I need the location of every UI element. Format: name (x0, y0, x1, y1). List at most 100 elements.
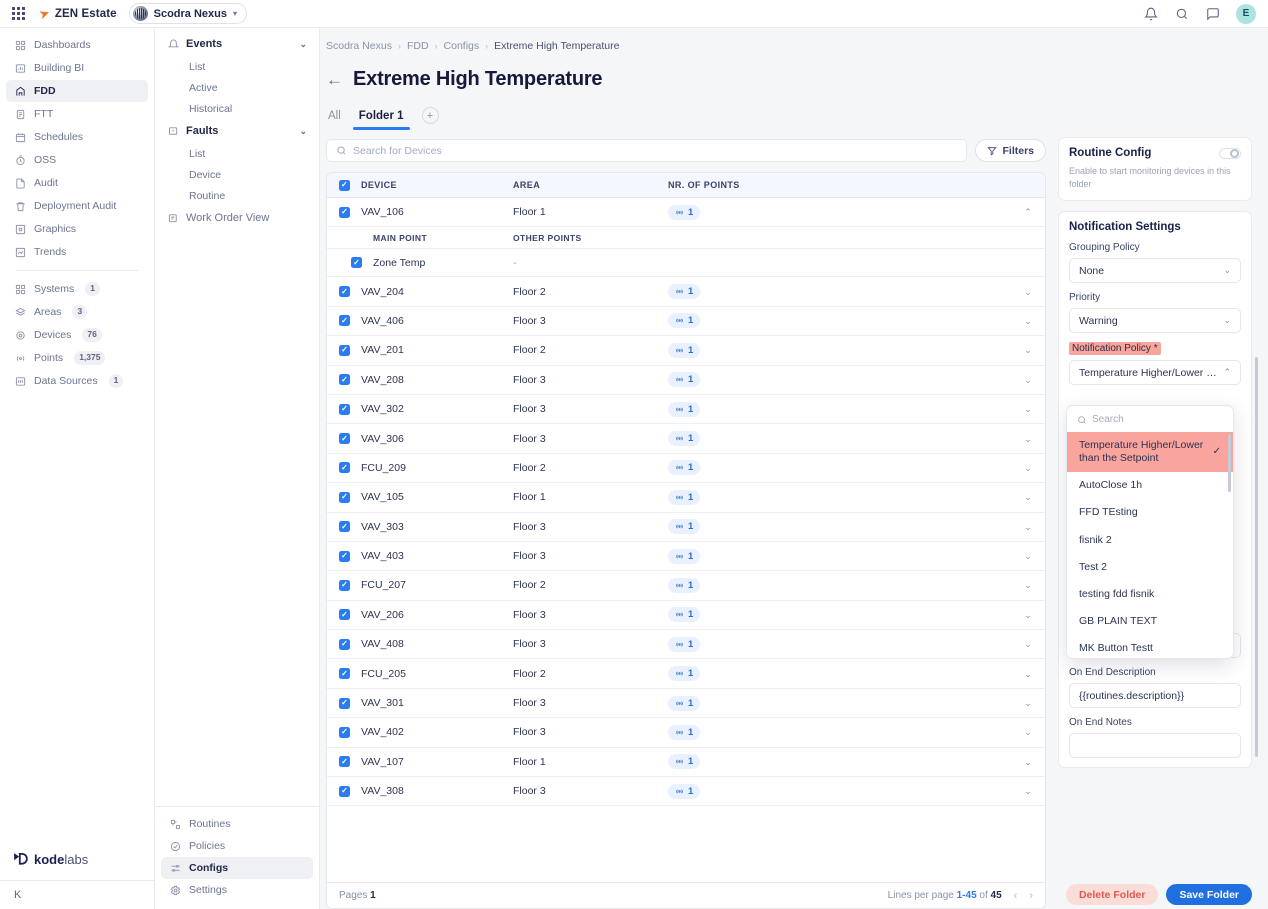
row-expand-button[interactable]: ⌄ (1011, 785, 1045, 797)
dropdown-option[interactable]: MK Button Testt (1067, 635, 1233, 654)
column-header-points[interactable]: NR. OF POINTS (668, 180, 740, 190)
subnav-group-events[interactable]: Events ⌄ (155, 32, 319, 56)
row-expand-button[interactable]: ⌄ (1011, 756, 1045, 768)
notification-policy-select[interactable]: Temperature Higher/Lower th... ⌃ (1069, 360, 1241, 386)
sidebar-item-deployment-audit[interactable]: Deployment Audit (6, 195, 148, 217)
back-arrow-icon[interactable]: ← (326, 70, 343, 89)
search-icon[interactable] (1174, 6, 1189, 21)
row-collapse-button[interactable]: ⌃ (1011, 206, 1045, 218)
sidebar-item-ftt[interactable]: FTT (6, 103, 148, 125)
table-row[interactable]: VAV_105 Floor 1 1 ⌄ (327, 483, 1045, 513)
row-checkbox[interactable] (339, 315, 350, 327)
on-end-notes-input[interactable] (1069, 733, 1241, 759)
table-row[interactable]: VAV_106 Floor 1 1 ⌃ (327, 198, 1045, 228)
row-checkbox[interactable] (339, 638, 350, 650)
add-folder-button[interactable]: + (421, 107, 439, 124)
subnav-item-policies[interactable]: Policies (161, 835, 313, 857)
row-expand-button[interactable]: ⌄ (1011, 462, 1045, 474)
table-row[interactable]: VAV_402 Floor 3 1 ⌄ (327, 718, 1045, 748)
subnav-item-events-active[interactable]: Active (189, 81, 218, 94)
subnav-item-settings[interactable]: Settings (161, 879, 313, 901)
row-checkbox[interactable] (339, 726, 350, 738)
prev-page-button[interactable]: ‹ (1013, 889, 1018, 902)
table-row[interactable]: FCU_205 Floor 2 1 ⌄ (327, 659, 1045, 689)
row-checkbox[interactable] (339, 403, 350, 415)
search-input-wrapper[interactable] (326, 139, 968, 162)
dropdown-option[interactable]: AutoClose 1h (1067, 472, 1233, 499)
bell-icon[interactable] (1143, 6, 1158, 21)
sidebar-item-points[interactable]: Points 1,375 (6, 347, 148, 369)
row-checkbox[interactable] (339, 344, 350, 356)
table-body[interactable]: VAV_106 Floor 1 1 ⌃ (327, 198, 1045, 882)
sidebar-item-data-sources[interactable]: Data Sources 1 (6, 370, 148, 392)
row-expand-button[interactable]: ⌄ (1011, 286, 1045, 298)
subnav-item-faults-list[interactable]: List (189, 147, 206, 160)
row-checkbox[interactable] (339, 433, 350, 445)
dropdown-option[interactable]: testing fdd fisnik (1067, 581, 1233, 608)
sidebar-item-fdd[interactable]: FDD (6, 80, 148, 102)
dropdown-option[interactable]: Test 2 (1067, 554, 1233, 581)
row-expand-button[interactable]: ⌄ (1011, 315, 1045, 327)
row-expand-button[interactable]: ⌄ (1011, 609, 1045, 621)
row-expand-button[interactable]: ⌄ (1011, 726, 1045, 738)
filters-button[interactable]: Filters (975, 139, 1046, 162)
column-header-device[interactable]: DEVICE (361, 180, 397, 190)
row-expand-button[interactable]: ⌄ (1011, 521, 1045, 533)
sidebar-item-trends[interactable]: Trends (6, 241, 148, 263)
row-expand-button[interactable]: ⌄ (1011, 579, 1045, 591)
sidebar-item-oss[interactable]: OSS (6, 149, 148, 171)
table-row[interactable]: VAV_206 Floor 3 1 ⌄ (327, 601, 1045, 631)
row-checkbox[interactable] (339, 550, 350, 562)
row-expand-button[interactable]: ⌄ (1011, 403, 1045, 415)
dropdown-option[interactable]: Temperature Higher/Lower than the Setpoi… (1067, 432, 1233, 473)
avatar[interactable]: E (1236, 3, 1256, 24)
notification-policy-dropdown[interactable]: Search Temperature Higher/Lower than the… (1066, 405, 1234, 659)
column-header-area[interactable]: AREA (513, 180, 541, 190)
sub-table-row[interactable]: Zone Temp - (327, 249, 1045, 278)
row-expand-button[interactable]: ⌄ (1011, 344, 1045, 356)
sidebar-item-areas[interactable]: Areas 3 (6, 301, 148, 323)
row-checkbox[interactable] (339, 462, 350, 474)
dropdown-option[interactable]: GB PLAIN TEXT (1067, 608, 1233, 635)
sidebar-item-systems[interactable]: Systems 1 (6, 278, 148, 300)
subnav-group-faults[interactable]: Faults ⌄ (155, 119, 319, 143)
dropdown-search[interactable]: Search (1067, 412, 1233, 432)
row-checkbox[interactable] (339, 491, 350, 503)
config-panel-scrollbar[interactable] (1255, 357, 1258, 757)
priority-select[interactable]: Warning ⌄ (1069, 308, 1241, 334)
table-row[interactable]: VAV_201 Floor 2 1 ⌄ (327, 336, 1045, 366)
tab-all[interactable]: All (328, 109, 341, 122)
config-panel-scroll[interactable]: Routine Config Enable to start monitorin… (1058, 137, 1258, 876)
subnav-item-work-order-view[interactable]: Work Order View (155, 206, 319, 230)
row-expand-button[interactable]: ⌄ (1011, 433, 1045, 445)
grouping-policy-select[interactable]: None ⌄ (1069, 258, 1241, 284)
table-row[interactable]: FCU_209 Floor 2 1 ⌄ (327, 454, 1045, 484)
row-expand-button[interactable]: ⌄ (1011, 374, 1045, 386)
delete-folder-button[interactable]: Delete Folder (1065, 884, 1159, 905)
row-checkbox[interactable] (339, 609, 350, 621)
row-expand-button[interactable]: ⌄ (1011, 638, 1045, 650)
select-all-checkbox[interactable] (339, 179, 350, 191)
routine-config-toggle[interactable] (1219, 147, 1241, 159)
save-folder-button[interactable]: Save Folder (1166, 884, 1252, 905)
sidebar-item-schedules[interactable]: Schedules (6, 126, 148, 148)
tab-folder-1[interactable]: Folder 1 (352, 110, 410, 130)
breadcrumb-item-2[interactable]: Configs (443, 40, 480, 52)
row-checkbox[interactable] (339, 206, 350, 218)
sidebar-item-dashboards[interactable]: Dashboards (6, 34, 148, 56)
row-checkbox[interactable] (339, 579, 350, 591)
row-expand-button[interactable]: ⌄ (1011, 550, 1045, 562)
subnav-item-faults-routine[interactable]: Routine (189, 189, 226, 202)
table-row[interactable]: VAV_403 Floor 3 1 ⌄ (327, 542, 1045, 572)
subnav-item-routines[interactable]: Routines (161, 813, 313, 835)
sidebar-item-graphics[interactable]: Graphics (6, 218, 148, 240)
search-input[interactable] (353, 144, 958, 157)
row-checkbox[interactable] (339, 697, 350, 709)
tenant-selector[interactable]: Scodra Nexus ▾ (128, 3, 248, 24)
breadcrumb-item-0[interactable]: Scodra Nexus (326, 40, 392, 52)
dropdown-option[interactable]: FFD TEsting (1067, 499, 1233, 526)
table-row[interactable]: VAV_303 Floor 3 1 ⌄ (327, 513, 1045, 542)
table-row[interactable]: VAV_406 Floor 3 1 ⌄ (327, 307, 1045, 337)
apps-grid-icon[interactable] (12, 7, 25, 20)
table-row[interactable]: VAV_208 Floor 3 1 ⌄ (327, 366, 1045, 395)
